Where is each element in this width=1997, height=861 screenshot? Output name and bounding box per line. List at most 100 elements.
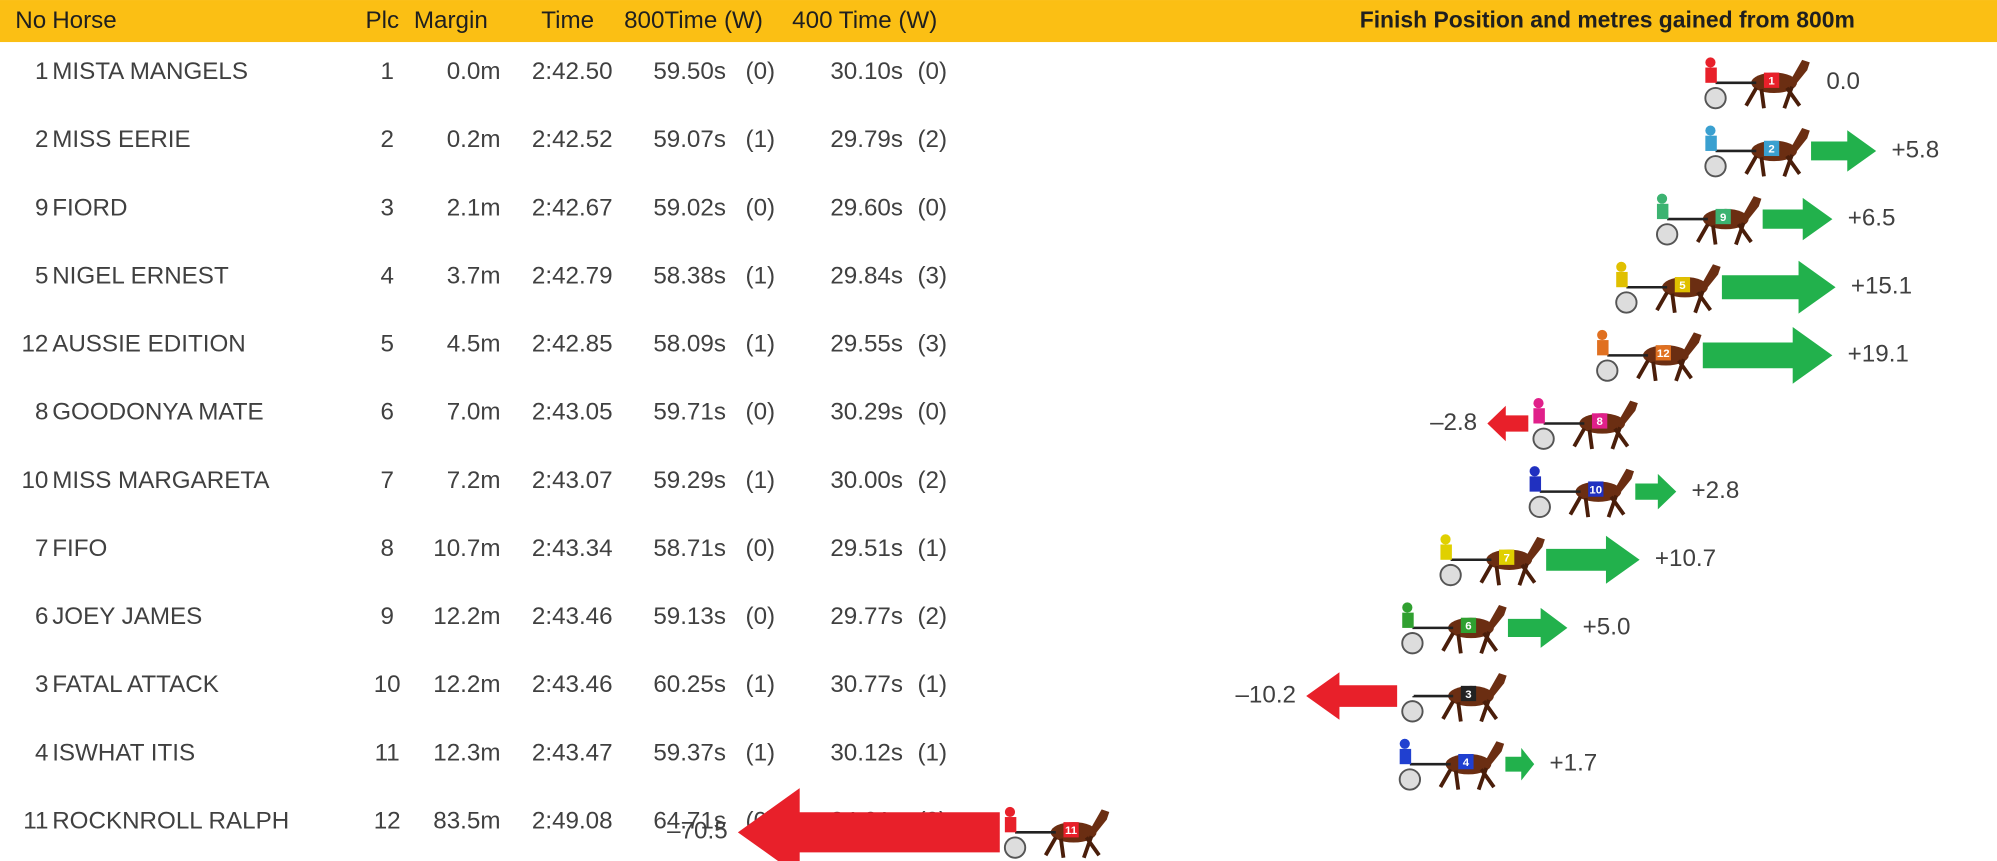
driver-head (1705, 125, 1715, 135)
table-cell: MISS MARGARETA (52, 467, 270, 494)
table-cell: 60.25s (653, 671, 726, 698)
gain-arrow (1763, 198, 1833, 240)
gain-label: +10.7 (1655, 545, 1716, 572)
horse-head (1744, 196, 1762, 219)
table-cell: (1) (746, 126, 776, 153)
gain-label: +5.8 (1891, 136, 1939, 163)
driver-head (1657, 194, 1667, 204)
saddle-number: 3 (1465, 689, 1471, 701)
horse-head (1792, 128, 1810, 151)
table-cell: 58.38s (653, 262, 726, 289)
gain-arrow (1546, 536, 1639, 584)
horse-head (1703, 264, 1721, 287)
horse-icon: 2 (1705, 125, 1809, 176)
table-cell: 29.60s (830, 194, 903, 221)
column-header: 800Time (W) (624, 7, 763, 34)
gain-label: +6.5 (1848, 204, 1896, 231)
gain-label: +5.0 (1583, 613, 1631, 640)
driver-body (1657, 204, 1668, 219)
table-cell: (0) (746, 399, 776, 426)
table-cell: MISS EERIE (52, 126, 190, 153)
table-cell: (0) (917, 58, 947, 85)
table-cell: 2:42.79 (532, 262, 613, 289)
table-cell: 59.37s (653, 739, 726, 766)
gain-arrow (738, 788, 1000, 861)
gain-arrow (1703, 327, 1833, 384)
sulky-wheel (1402, 701, 1422, 721)
sulky-wheel (1402, 633, 1422, 653)
driver-head (1005, 807, 1015, 817)
table-cell: (1) (746, 671, 776, 698)
sulky-wheel (1657, 224, 1677, 244)
page: Finish Position and metres gained from 8… (0, 0, 1997, 861)
table-cell: 6 (380, 399, 393, 426)
sulky-wheel (1705, 88, 1725, 108)
table-cell: 59.13s (653, 603, 726, 630)
table-cell: FATAL ATTACK (52, 671, 219, 698)
saddle-number: 11 (1065, 825, 1078, 837)
table-cell: (1) (917, 535, 947, 562)
column-header: No (15, 7, 46, 34)
table-cell: (1) (746, 739, 776, 766)
table-cell: ROCKNROLL RALPH (52, 808, 289, 835)
table-cell: 2 (35, 126, 48, 153)
horse-head (1620, 401, 1638, 424)
table-cell: (1) (746, 331, 776, 358)
table-cell: (3) (917, 262, 947, 289)
table-cell: 29.79s (830, 126, 903, 153)
horse-head (1489, 673, 1507, 696)
table-cell: 7 (380, 467, 393, 494)
horse-icon: 6 (1402, 602, 1506, 653)
table-cell: 30.10s (830, 58, 903, 85)
table-cell: (1) (917, 671, 947, 698)
table-cell: 9 (380, 603, 393, 630)
table-cell: 9 (35, 194, 48, 221)
gain-arrow (1505, 748, 1534, 781)
gain-arrow (1811, 130, 1876, 171)
horse-head (1486, 741, 1504, 764)
table-cell: 11 (23, 808, 48, 835)
table-cell: (1) (746, 467, 776, 494)
table-cell: 8 (380, 535, 393, 562)
gain-arrow (1722, 261, 1836, 314)
table-cell: 59.29s (653, 467, 726, 494)
horse-icon: 11 (1005, 807, 1109, 858)
column-header: Horse (52, 7, 117, 34)
table-cell: 29.84s (830, 262, 903, 289)
gain-arrow (1508, 608, 1567, 648)
driver-body (1705, 68, 1716, 83)
driver-head (1616, 262, 1626, 272)
table-cell: (0) (917, 399, 947, 426)
horse-icon: 4 (1400, 739, 1504, 790)
table-cell: (2) (917, 126, 947, 153)
saddle-number: 9 (1720, 212, 1726, 224)
table-cell: 12 (21, 331, 48, 358)
table-cell: 2:43.05 (532, 399, 613, 426)
table-cell: 83.5m (433, 808, 500, 835)
table-cell: (2) (917, 467, 947, 494)
table-cell: 59.50s (653, 58, 726, 85)
table-cell: 4.5m (447, 331, 501, 358)
table-cell: 7 (35, 535, 48, 562)
driver-head (1705, 57, 1715, 67)
table-cell: 10 (374, 671, 401, 698)
table-cell: AUSSIE EDITION (52, 331, 246, 358)
saddle-number: 12 (1657, 348, 1670, 360)
horse-head (1091, 809, 1109, 832)
table-cell: NIGEL ERNEST (52, 262, 229, 289)
table-cell: 12.2m (433, 603, 500, 630)
saddle-number: 1 (1768, 76, 1775, 88)
table-cell: 4 (380, 262, 393, 289)
table-cell: 2 (380, 126, 393, 153)
gain-label: –2.8 (1430, 409, 1477, 436)
table-cell: 7.0m (447, 399, 501, 426)
table-cell: 30.12s (830, 739, 903, 766)
table-cell: (3) (917, 331, 947, 358)
column-header: Plc (366, 7, 400, 34)
saddle-number: 5 (1679, 280, 1686, 292)
driver-head (1440, 534, 1450, 544)
table-cell: (0) (746, 58, 776, 85)
gain-arrow (1635, 474, 1676, 510)
table-cell: 5 (35, 262, 48, 289)
horse-head (1489, 605, 1507, 628)
